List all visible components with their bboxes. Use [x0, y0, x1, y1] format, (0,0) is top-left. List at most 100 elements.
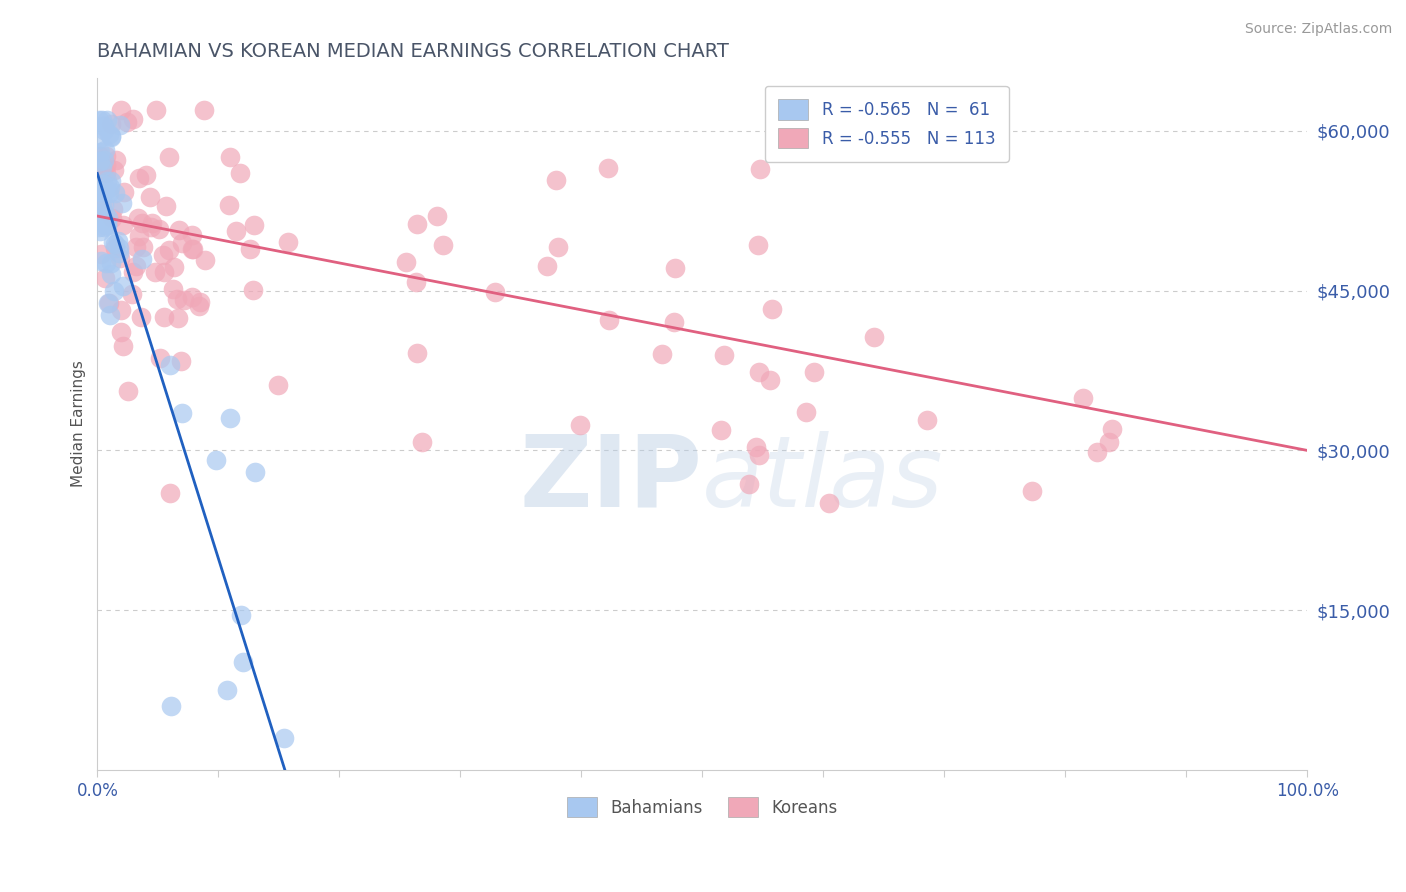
Y-axis label: Median Earnings: Median Earnings: [72, 360, 86, 487]
Point: [104, 186, 127, 201]
Point: [98, 186, 121, 200]
Point: [100, 117, 122, 131]
Point: [484, 285, 506, 299]
Point: [141, 216, 163, 230]
Point: [544, 173, 567, 187]
Point: [87, 219, 110, 234]
Point: [94, 256, 117, 270]
Point: [98, 296, 121, 310]
Point: [96, 158, 118, 172]
Point: [277, 235, 299, 249]
Point: [169, 223, 191, 237]
Point: [93, 153, 115, 168]
Point: [122, 112, 145, 127]
Point: [93, 219, 115, 234]
Point: [98, 180, 121, 194]
Point: [710, 424, 733, 438]
Point: [100, 173, 122, 187]
Point: [90, 160, 112, 174]
Point: [745, 441, 768, 455]
Point: [104, 237, 127, 252]
Point: [172, 406, 194, 420]
Point: [817, 496, 839, 510]
Point: [108, 245, 131, 260]
Point: [803, 365, 825, 379]
Point: [153, 265, 176, 279]
Point: [131, 310, 153, 325]
Point: [87, 206, 110, 220]
Point: [218, 198, 240, 212]
Point: [90, 247, 112, 261]
Point: [121, 287, 143, 301]
Point: [747, 238, 769, 252]
Point: [1098, 435, 1121, 450]
Point: [173, 293, 195, 307]
Point: [794, 405, 817, 419]
Point: [228, 166, 250, 180]
Point: [167, 311, 190, 326]
Point: [426, 209, 449, 223]
Point: [103, 162, 125, 177]
Point: [108, 118, 131, 132]
Point: [121, 265, 143, 279]
Point: [132, 240, 155, 254]
Point: [87, 113, 110, 128]
Point: [181, 290, 204, 304]
Point: [103, 285, 125, 299]
Point: [159, 486, 181, 500]
Point: [405, 275, 427, 289]
Point: [111, 196, 134, 211]
Point: [115, 115, 138, 129]
Point: [100, 267, 122, 281]
Point: [569, 417, 592, 432]
Point: [432, 238, 454, 252]
Point: [243, 465, 266, 479]
Point: [1101, 422, 1123, 436]
Point: [159, 358, 181, 372]
Point: [267, 377, 290, 392]
Point: [112, 186, 135, 200]
Point: [664, 315, 686, 329]
Point: [759, 373, 782, 387]
Point: [91, 186, 114, 200]
Point: [651, 347, 673, 361]
Point: [157, 150, 180, 164]
Point: [405, 346, 427, 360]
Point: [101, 211, 124, 225]
Point: [149, 351, 172, 365]
Point: [166, 292, 188, 306]
Point: [100, 256, 122, 270]
Point: [172, 235, 194, 250]
Point: [915, 413, 938, 427]
Point: [1021, 484, 1043, 499]
Point: [96, 148, 118, 162]
Point: [219, 150, 242, 164]
Point: [547, 240, 569, 254]
Point: [97, 295, 120, 310]
Point: [91, 162, 114, 177]
Point: [89, 224, 111, 238]
Point: [87, 132, 110, 146]
Point: [90, 254, 112, 268]
Point: [96, 174, 118, 188]
Point: [139, 190, 162, 204]
Point: [194, 252, 217, 267]
Point: [863, 330, 886, 344]
Point: [100, 129, 122, 144]
Point: [111, 339, 134, 353]
Point: [89, 154, 111, 169]
Point: [148, 222, 170, 236]
Text: ZIP: ZIP: [519, 431, 703, 528]
Point: [596, 161, 619, 176]
Point: [239, 242, 262, 256]
Point: [664, 261, 686, 276]
Point: [1071, 392, 1094, 406]
Point: [128, 229, 150, 244]
Point: [748, 365, 770, 379]
Point: [90, 202, 112, 217]
Point: [1085, 445, 1108, 459]
Point: [100, 130, 122, 145]
Point: [536, 259, 558, 273]
Point: [152, 248, 174, 262]
Point: [90, 160, 112, 174]
